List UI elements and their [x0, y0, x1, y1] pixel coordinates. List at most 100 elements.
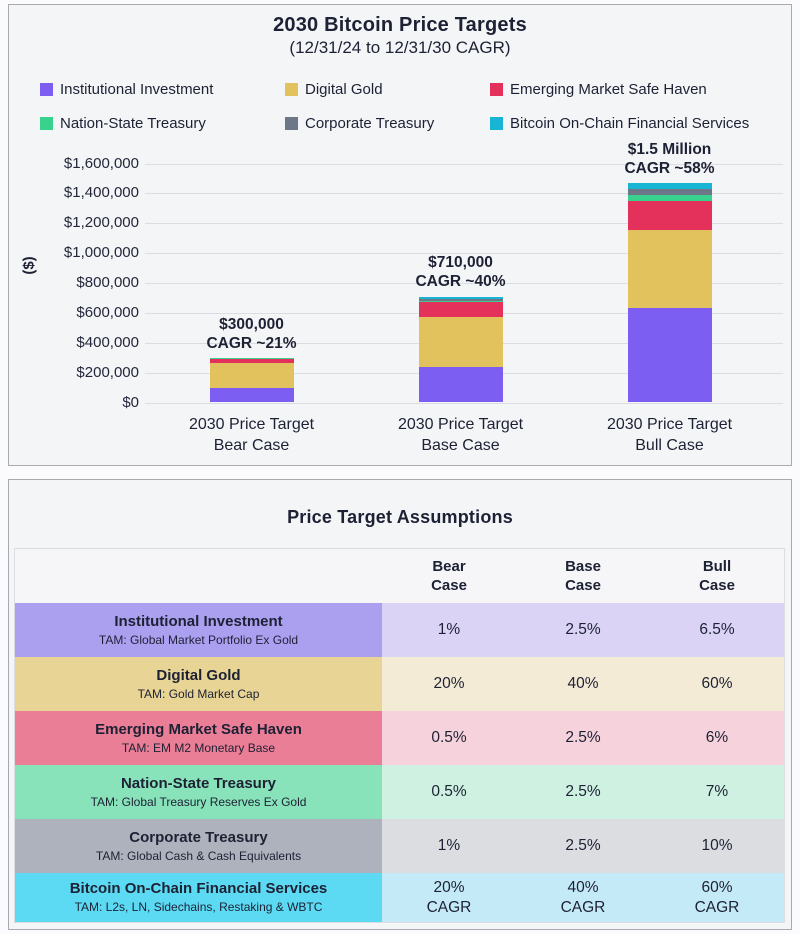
y-tick-label: $1,000,000	[63, 244, 139, 262]
y-tick-label: $1,600,000	[63, 154, 139, 172]
y-tick-label: $0	[122, 393, 139, 411]
row-label: Bitcoin On-Chain Financial Services TAM: …	[15, 873, 382, 922]
legend-label: Nation-State Treasury	[60, 115, 206, 132]
row-name: Nation-State Treasury	[120, 774, 277, 792]
table-row-corporate-treasury: Corporate Treasury TAM: Global Cash & Cas…	[15, 819, 784, 873]
legend-swatch-icon	[40, 83, 53, 96]
y-tick-label: $400,000	[76, 333, 139, 351]
bar-segment-institutional-investment	[418, 366, 503, 403]
row-tam: TAM: Global Cash & Cash Equivalents	[95, 848, 302, 863]
x-axis-category-label: 2030 Price Target Bear Case	[188, 416, 315, 454]
legend-item-digital-gold: Digital Gold	[285, 81, 490, 98]
bar-segment-bitcoin-on-chain-financial-services	[627, 183, 712, 190]
bar-segment-bitcoin-on-chain-financial-services	[418, 296, 503, 299]
y-tick-label: $1,200,000	[63, 214, 139, 232]
x-axis-category-label: 2030 Price Target Base Case	[397, 416, 524, 454]
value-cell-bull: 60% CAGR	[650, 873, 784, 922]
chart-subtitle: (12/31/24 to 12/31/30 CAGR)	[289, 38, 511, 57]
table-row-bitcoin-on-chain-financial-services: Bitcoin On-Chain Financial Services TAM: …	[15, 873, 784, 922]
bar-segment-emerging-market-safe-haven	[209, 358, 294, 363]
value-cell-bear: 1%	[382, 603, 516, 657]
value-cell-bear: 0.5%	[382, 711, 516, 765]
stacked-bar-bear-case	[209, 357, 294, 403]
header-empty-cell	[15, 549, 382, 603]
value-cell-base: 2.5%	[516, 765, 650, 819]
column-header-bear-case: Bear Case	[431, 558, 467, 594]
value-cell-bull: 6%	[650, 711, 784, 765]
value-cell-bull: 10%	[650, 819, 784, 873]
stacked-bar-bull-case	[627, 183, 712, 403]
row-tam: TAM: Gold Market Cap	[137, 686, 260, 701]
value-cell-base: 2.5%	[516, 603, 650, 657]
bar-annotation: $710,000 CAGR ~40%	[415, 254, 506, 291]
stacked-bar-base-case	[418, 296, 503, 403]
row-label: Emerging Market Safe Haven TAM: EM M2 Mon…	[15, 711, 382, 765]
chart-legend: Institutional Investment Digital Gold Emer…	[40, 81, 770, 132]
value-cell-bear: 20%	[382, 657, 516, 711]
gridline	[145, 283, 783, 285]
assumptions-table-title: Price Target Assumptions	[287, 507, 513, 527]
value-cell-bear: 1%	[382, 819, 516, 873]
bar-segment-nation-state-treasury	[418, 300, 503, 303]
legend-swatch-icon	[285, 117, 298, 130]
column-header-base-case: Base Case	[565, 558, 601, 594]
bar-segment-institutional-investment	[627, 308, 712, 403]
y-tick-label: $800,000	[76, 274, 139, 292]
legend-item-emerging-market-safe-haven: Emerging Market Safe Haven	[490, 81, 770, 98]
bar-segment-bitcoin-on-chain-financial-services	[209, 357, 294, 359]
row-name: Emerging Market Safe Haven	[95, 720, 302, 738]
legend-item-institutional-investment: Institutional Investment	[40, 81, 285, 98]
row-name: Bitcoin On-Chain Financial Services	[69, 880, 328, 897]
row-label: Nation-State Treasury TAM: Global Treasur…	[15, 765, 382, 819]
row-name: Corporate Treasury	[129, 828, 268, 846]
y-tick-label: $200,000	[76, 363, 139, 381]
row-tam: TAM: EM M2 Monetary Base	[121, 740, 276, 755]
table-row-institutional-investment: Institutional Investment TAM: Global Mark…	[15, 603, 784, 657]
x-axis-category-label: 2030 Price Target Bull Case	[606, 416, 733, 454]
assumptions-table: Bear Case Base Case Bull Case Institutional…	[14, 548, 785, 923]
y-tick-label: $1,400,000	[63, 184, 139, 202]
chart-title: 2030 Bitcoin Price Targets	[273, 14, 527, 36]
value-cell-bear: 20% CAGR	[382, 873, 516, 922]
table-row-nation-state-treasury: Nation-State Treasury TAM: Global Treasur…	[15, 765, 784, 819]
row-tam: TAM: L2s, LN, Sidechains, Restaking & WB…	[74, 900, 323, 914]
bar-segment-emerging-market-safe-haven	[627, 201, 712, 231]
row-label: Corporate Treasury TAM: Global Cash & Cas…	[15, 819, 382, 873]
legend-item-corporate-treasury: Corporate Treasury	[285, 115, 490, 132]
bar-segment-emerging-market-safe-haven	[418, 302, 503, 317]
bar-annotation: $1.5 Million CAGR ~58%	[624, 141, 715, 177]
legend-swatch-icon	[40, 117, 53, 130]
value-cell-bull: 60%	[650, 657, 784, 711]
bar-segment-digital-gold	[209, 362, 294, 388]
table-row-emerging-market-safe-haven: Emerging Market Safe Haven TAM: EM M2 Mon…	[15, 711, 784, 765]
value-cell-base: 2.5%	[516, 711, 650, 765]
column-header-bull-case: Bull Case	[699, 558, 735, 594]
value-cell-bull: 6.5%	[650, 603, 784, 657]
bar-segment-digital-gold	[418, 316, 503, 367]
value-cell-base: 2.5%	[516, 819, 650, 873]
legend-item-bitcoin-on-chain-financial-services: Bitcoin On-Chain Financial Services	[490, 115, 770, 132]
legend-item-nation-state-treasury: Nation-State Treasury	[40, 115, 285, 132]
legend-swatch-icon	[285, 83, 298, 96]
legend-label: Emerging Market Safe Haven	[510, 81, 707, 98]
bar-segment-corporate-treasury	[418, 298, 503, 301]
gridline	[145, 163, 783, 165]
row-label: Digital Gold TAM: Gold Market Cap	[15, 657, 382, 711]
bar-segment-nation-state-treasury	[627, 195, 712, 202]
legend-swatch-icon	[490, 83, 503, 96]
y-tick-label: $600,000	[76, 303, 139, 321]
row-label: Institutional Investment TAM: Global Mark…	[15, 603, 382, 657]
bar-segment-institutional-investment	[209, 387, 294, 403]
assumptions-panel: Price Target Assumptions Bear Case Base C…	[8, 479, 792, 930]
row-tam: TAM: Global Treasury Reserves Ex Gold	[90, 794, 307, 809]
legend-swatch-icon	[490, 117, 503, 130]
table-header-row: Bear Case Base Case Bull Case	[15, 549, 784, 603]
legend-label: Digital Gold	[305, 81, 383, 98]
gridline	[145, 402, 783, 404]
legend-label: Corporate Treasury	[305, 115, 435, 132]
gridline	[145, 193, 783, 195]
price-target-chart-panel: 2030 Bitcoin Price Targets (12/31/24 to …	[8, 4, 792, 466]
legend-label: Institutional Investment	[60, 81, 214, 98]
value-cell-bear: 0.5%	[382, 765, 516, 819]
